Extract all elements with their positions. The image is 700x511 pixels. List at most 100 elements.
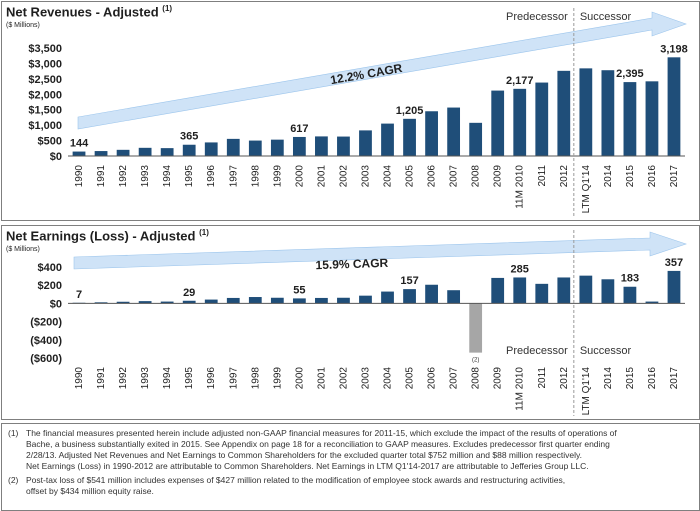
rev-bar	[623, 82, 637, 156]
footnote-line: Net Earnings (Loss) in 1990-2012 are att…	[26, 461, 589, 471]
rev-ytick-label: $2,000	[28, 89, 62, 101]
earn-category-label: 2017	[669, 367, 680, 390]
earn-bar	[447, 290, 461, 304]
rev-ytick-label: $0	[50, 151, 62, 163]
earn-category-label: LTM Q1'14	[581, 367, 592, 416]
earn-bar	[579, 275, 593, 304]
earn-ytick-label: $0	[50, 298, 62, 310]
earn-category-label: 2004	[383, 367, 394, 390]
earn-bar	[359, 295, 372, 304]
rev-data-label: 3,198	[660, 43, 688, 55]
rev-category-label: 2017	[669, 165, 680, 188]
earn-category-label: 2016	[647, 367, 658, 390]
rev-bar	[469, 122, 483, 156]
rev-category-label: 2001	[316, 165, 327, 188]
rev-category-label: 1999	[272, 165, 283, 188]
earn-data-label: 29	[183, 287, 195, 299]
rev-bar	[226, 138, 240, 156]
rev-bar	[403, 118, 416, 156]
rev-predecessor-label: Predecessor	[506, 11, 568, 23]
earn-bar	[623, 286, 637, 304]
earn-category-label: 1999	[272, 367, 283, 390]
earn-bar	[94, 302, 108, 304]
rev-category-label: 2011	[537, 165, 548, 187]
revenues-title: Net Revenues - Adjusted (1)	[6, 4, 173, 20]
rev-bar	[535, 82, 549, 156]
earn-category-label: 2008	[471, 367, 482, 390]
rev-data-label: 617	[290, 123, 308, 135]
net-revenues-panel: Net Revenues - Adjusted (1) ($ Millions)…	[1, 1, 700, 221]
earn-ytick-label: ($600)	[30, 353, 62, 365]
rev-bar	[645, 81, 659, 156]
earn-category-label: 2000	[294, 367, 305, 390]
footnotes-panel: (1) The financial measures presented here…	[1, 423, 700, 511]
rev-category-label: 2000	[294, 165, 305, 188]
rev-bar	[182, 144, 196, 156]
earn-bar	[557, 277, 571, 304]
earn-category-label: 1993	[140, 367, 151, 390]
rev-category-label: 1992	[118, 165, 129, 188]
earn-category-label: 1990	[74, 367, 85, 390]
earn-category-label: 2007	[449, 367, 460, 390]
earn-data-label: 55	[293, 284, 305, 296]
rev-bar	[160, 148, 174, 156]
rev-bar	[381, 123, 394, 156]
footnotes: (1) The financial measures presented here…	[8, 428, 692, 500]
rev-data-label: 1,205	[396, 105, 424, 117]
earn-bar	[160, 301, 174, 304]
earn-bar	[292, 298, 306, 304]
rev-data-label: 365	[180, 131, 198, 143]
earn-category-label: 1994	[162, 367, 173, 390]
earn-category-label: 1991	[96, 367, 107, 390]
earn-data-label: 285	[511, 263, 529, 275]
earn-category-label: 2006	[427, 367, 438, 390]
earn-bar	[645, 301, 659, 304]
rev-bar	[337, 136, 350, 156]
revenues-title-footnote: (1)	[162, 4, 173, 13]
earn-bar	[513, 277, 527, 304]
earn-bar	[491, 277, 505, 304]
rev-bar	[204, 142, 218, 156]
footnote-line: offset by $434 million equity raise.	[26, 486, 154, 496]
earn-bar	[226, 297, 240, 304]
rev-category-label: 1991	[96, 165, 107, 188]
earn-category-label: 1992	[118, 367, 129, 390]
rev-bar	[579, 68, 593, 156]
footnote-text: Post-tax loss of $541 million includes e…	[26, 475, 692, 497]
rev-bar	[94, 151, 108, 156]
footnote: (2) Post-tax loss of $541 million include…	[8, 475, 692, 497]
earn-ytick-label: ($200)	[30, 317, 62, 329]
earnings-title: Net Earnings (Loss) - Adjusted (1)	[6, 228, 209, 244]
rev-category-label: 2015	[625, 165, 636, 188]
rev-bar	[491, 90, 505, 156]
rev-category-label: 1990	[74, 165, 85, 188]
earn-ytick-label: $400	[38, 262, 62, 274]
net-earnings-panel: Net Earnings (Loss) - Adjusted (1) ($ Mi…	[1, 225, 700, 420]
net-revenues-chart: 12.2% CAGR $0 $500 $1,000 $1,500 $2,000 $2,500…	[28, 8, 688, 218]
footnote-line: Post-tax loss of $541 million includes e…	[26, 475, 566, 485]
rev-category-label: 2009	[493, 165, 504, 188]
earn-category-label: 1997	[228, 367, 239, 390]
rev-bar	[359, 130, 372, 156]
footnote-number: (1)	[8, 428, 19, 438]
earn-data-label: 357	[665, 257, 683, 269]
rev-category-label: LTM Q1'14	[581, 165, 592, 214]
earn-category-label: 1996	[206, 367, 217, 390]
rev-data-label: 2,177	[506, 75, 534, 87]
earn-category-label: 2005	[405, 367, 416, 390]
earn-bar	[469, 303, 483, 353]
rev-category-label: 1997	[228, 165, 239, 188]
rev-cagr-arrow	[77, 11, 687, 130]
rev-ytick-label: $3,500	[28, 43, 62, 55]
earn-cagr-label: 15.9% CAGR	[315, 256, 388, 272]
earn-bar	[182, 300, 196, 304]
rev-ytick-label: $3,000	[28, 58, 62, 70]
earn-ytick-label: $200	[38, 280, 62, 292]
rev-category-label: 1996	[206, 165, 217, 188]
footnote-number: (2)	[8, 475, 19, 485]
rev-data-label: 144	[70, 138, 89, 150]
earn-category-label: 2012	[559, 367, 570, 390]
earn-category-label: 2001	[316, 367, 327, 390]
rev-bar	[667, 57, 681, 156]
earn-data-label: 157	[400, 275, 418, 287]
